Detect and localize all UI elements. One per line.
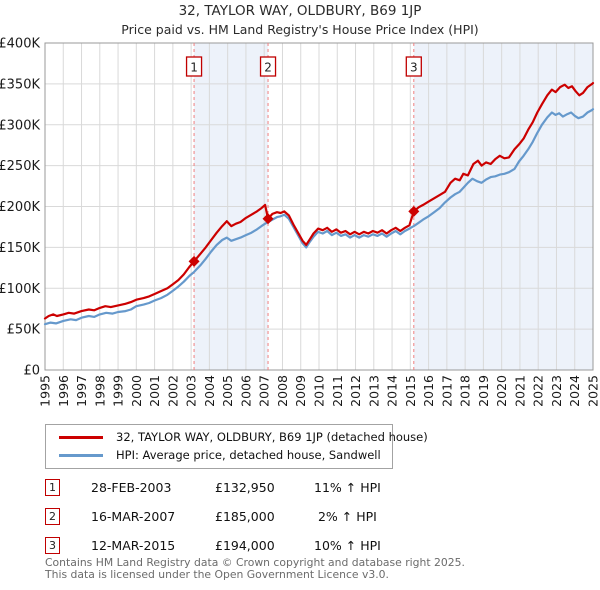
- svg-text:£300K: £300K: [0, 118, 40, 133]
- svg-text:1999: 1999: [111, 375, 126, 407]
- svg-text:1998: 1998: [92, 375, 107, 407]
- svg-text:2: 2: [264, 61, 272, 75]
- svg-text:£150K: £150K: [0, 241, 40, 256]
- svg-text:2008: 2008: [275, 375, 290, 407]
- svg-text:2010: 2010: [312, 375, 327, 407]
- sale-date: 28-FEB-2003: [91, 480, 172, 495]
- svg-text:2014: 2014: [385, 375, 400, 407]
- svg-text:£100K: £100K: [0, 282, 40, 297]
- svg-text:2006: 2006: [238, 375, 253, 407]
- svg-text:£50K: £50K: [7, 323, 41, 338]
- sale-hpi-delta: 11% ↑ HPI: [314, 480, 381, 495]
- price-hpi-line-chart: 1 2 3 £0 £50K £100K £150K £200K £250K £300K £350K £…: [0, 37, 600, 407]
- sale-price: £194,000: [215, 538, 275, 553]
- svg-text:£350K: £350K: [0, 77, 40, 92]
- sale-price: £132,950: [215, 480, 275, 495]
- svg-text:2021: 2021: [512, 375, 527, 407]
- svg-text:1997: 1997: [74, 375, 89, 407]
- svg-text:£200K: £200K: [0, 200, 40, 215]
- legend-label: 32, TAYLOR WAY, OLDBURY, B69 1JP (detach…: [116, 430, 428, 444]
- svg-text:2020: 2020: [494, 375, 509, 407]
- svg-text:3: 3: [410, 61, 418, 75]
- svg-text:2015: 2015: [403, 375, 418, 407]
- footer-attribution: Contains HM Land Registry data © Crown c…: [45, 557, 465, 580]
- sale-row: 2 16-MAR-2007 £185,000 2% ↑ HPI: [45, 502, 381, 531]
- svg-text:2013: 2013: [366, 375, 381, 407]
- sale-hpi-delta: 10% ↑ HPI: [314, 538, 381, 553]
- svg-text:2023: 2023: [549, 375, 564, 407]
- svg-text:2007: 2007: [257, 375, 272, 407]
- sales-table: 1 28-FEB-2003 £132,950 11% ↑ HPI 2 16-MA…: [45, 473, 381, 560]
- svg-text:£0: £0: [23, 364, 40, 379]
- svg-text:1996: 1996: [56, 375, 71, 407]
- sale-price: £185,000: [215, 509, 275, 524]
- svg-text:2025: 2025: [586, 375, 600, 407]
- svg-text:2018: 2018: [458, 375, 473, 407]
- legend-label: HPI: Average price, detached house, Sand…: [116, 448, 381, 462]
- svg-text:2005: 2005: [220, 375, 235, 407]
- svg-text:1: 1: [190, 61, 198, 75]
- svg-text:1995: 1995: [38, 375, 53, 407]
- svg-text:2002: 2002: [165, 375, 180, 407]
- chart-subtitle: Price paid vs. HM Land Registry's House …: [121, 22, 479, 37]
- svg-text:2024: 2024: [567, 375, 582, 407]
- footer-line: Contains HM Land Registry data © Crown c…: [45, 556, 465, 569]
- sale-row: 1 28-FEB-2003 £132,950 11% ↑ HPI: [45, 473, 381, 502]
- svg-text:2016: 2016: [421, 375, 436, 407]
- chart-title: 32, TAYLOR WAY, OLDBURY, B69 1JP: [178, 3, 422, 19]
- sale-hpi-delta: 2% ↑ HPI: [314, 509, 377, 524]
- footer-line: This data is licensed under the Open Gov…: [45, 567, 389, 581]
- svg-text:£250K: £250K: [0, 159, 40, 174]
- svg-text:£400K: £400K: [0, 37, 40, 52]
- svg-text:2011: 2011: [330, 375, 345, 407]
- svg-text:2019: 2019: [476, 375, 491, 407]
- blue-line-swatch: [59, 453, 103, 457]
- svg-text:2001: 2001: [147, 375, 162, 407]
- red-line-swatch: [59, 435, 103, 439]
- legend-item: 32, TAYLOR WAY, OLDBURY, B69 1JP (detach…: [46, 428, 428, 446]
- sale-number-badge: 2: [45, 508, 60, 525]
- sale-number-badge: 3: [45, 537, 60, 554]
- sale-date: 16-MAR-2007: [91, 509, 176, 524]
- legend: 32, TAYLOR WAY, OLDBURY, B69 1JP (detach…: [45, 424, 428, 469]
- sale-number-badge: 1: [45, 479, 60, 496]
- legend-item: HPI: Average price, detached house, Sand…: [46, 446, 392, 464]
- svg-text:2022: 2022: [531, 375, 546, 407]
- svg-text:2012: 2012: [348, 375, 363, 407]
- sale-row: 3 12-MAR-2015 £194,000 10% ↑ HPI: [45, 531, 381, 560]
- sale-date: 12-MAR-2015: [91, 538, 176, 553]
- svg-text:2009: 2009: [293, 375, 308, 407]
- svg-text:2004: 2004: [202, 375, 217, 407]
- svg-text:2003: 2003: [184, 375, 199, 407]
- svg-text:2017: 2017: [439, 375, 454, 407]
- svg-text:2000: 2000: [129, 375, 144, 407]
